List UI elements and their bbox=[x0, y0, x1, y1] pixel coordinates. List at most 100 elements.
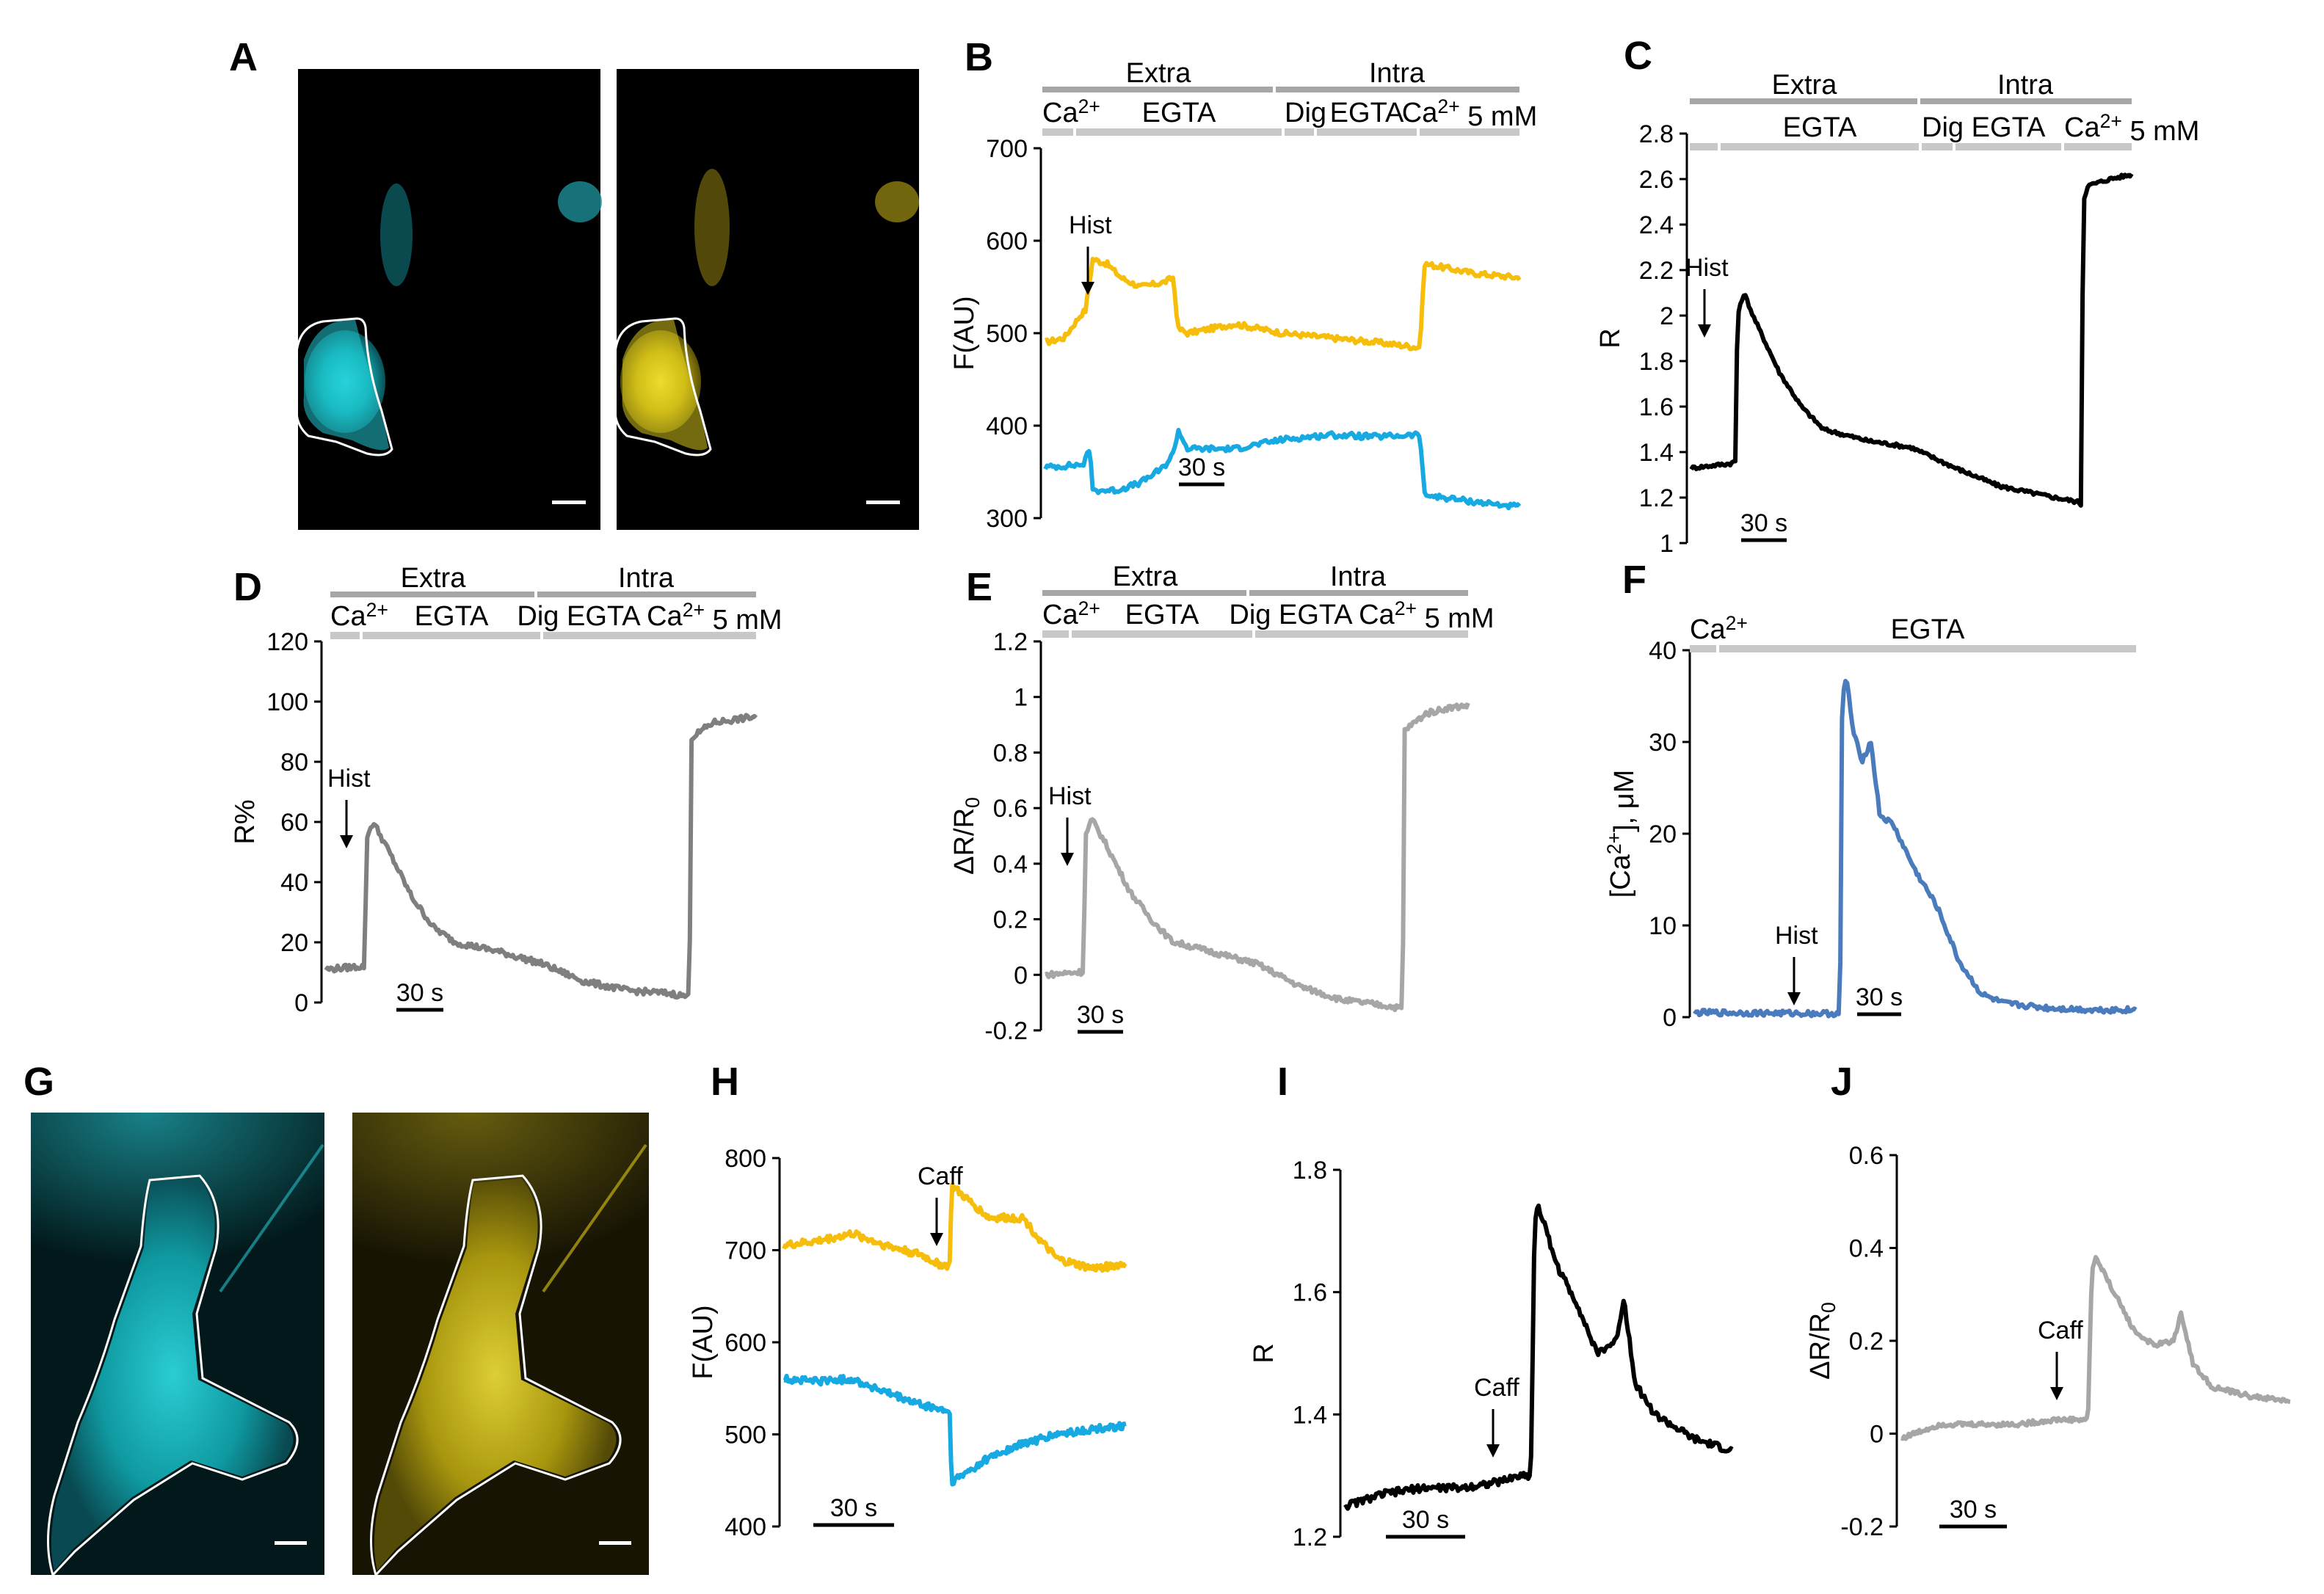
time-scale-label: 30 s bbox=[1077, 1001, 1124, 1029]
time-scale-label: 30 s bbox=[1856, 983, 1903, 1011]
annotation-label: Caff bbox=[1474, 1374, 1519, 1402]
y-tick-label: 300 bbox=[986, 505, 1028, 533]
y-tick-label: 1.2 bbox=[993, 628, 1028, 656]
condition-label: EGTA bbox=[1891, 614, 1965, 645]
y-tick-label: 0.6 bbox=[1849, 1142, 1884, 1170]
condition-label: EGTA bbox=[415, 601, 489, 632]
annotation-label: Caff bbox=[2038, 1317, 2083, 1344]
y-tick-label: 20 bbox=[1649, 820, 1677, 848]
annotation-arrowhead bbox=[340, 835, 353, 848]
time-scale-label: 30 s bbox=[830, 1494, 877, 1522]
y-tick-label: 500 bbox=[725, 1422, 766, 1449]
annotation-arrowhead bbox=[930, 1233, 943, 1246]
y-tick-label: 1 bbox=[1660, 530, 1674, 558]
y-tick-label: 700 bbox=[725, 1237, 766, 1265]
y-tick-label: 800 bbox=[725, 1145, 766, 1173]
y-tick-label: 1.2 bbox=[1639, 484, 1674, 512]
bar-label-extra: Extra bbox=[1772, 70, 1838, 101]
chart-c: 1 1.2 1.4 1.6 1.8 2 2.2 2.4 2.6 2.8 R Extra Intra EGT… bbox=[1595, 70, 2199, 558]
y-tick-label: 2.8 bbox=[1639, 120, 1674, 148]
y-tick-label: 0.4 bbox=[993, 851, 1028, 878]
y-tick-label: 120 bbox=[266, 628, 308, 656]
y-tick-label: 1.4 bbox=[1293, 1401, 1327, 1429]
y-tick-label: 40 bbox=[1649, 637, 1677, 665]
y-tick-label: 0.6 bbox=[993, 795, 1028, 823]
image-a-cyan bbox=[295, 69, 602, 530]
annotation-arrowhead bbox=[1061, 853, 1074, 866]
y-tick-label: 2.2 bbox=[1639, 257, 1674, 285]
condition-label: Dig bbox=[1285, 98, 1326, 128]
condition-label: Dig EGTA Ca2+ 5 mM bbox=[1229, 597, 1494, 634]
bar-label-extra: Extra bbox=[1113, 561, 1179, 592]
y-tick-label: 80 bbox=[280, 749, 308, 776]
y-tick-label: 40 bbox=[280, 869, 308, 897]
panel-label-h: H bbox=[711, 1060, 739, 1104]
chart-d: 0 20 40 60 80 100 120 R% Extra Intra Ca2+ EGTA Dig E… bbox=[230, 563, 782, 1017]
y-tick-label: 1.2 bbox=[1293, 1524, 1327, 1551]
condition-label: Ca2+ 5 mM bbox=[1402, 95, 1537, 132]
condition-label: Ca2+ bbox=[1042, 597, 1100, 630]
condition-label: EGTA bbox=[1142, 98, 1216, 128]
panel-label-i: I bbox=[1277, 1060, 1288, 1104]
y-tick-label: 1.6 bbox=[1639, 393, 1674, 421]
series-line bbox=[1043, 428, 1522, 511]
annotation-label: Hist bbox=[1048, 782, 1092, 810]
annotation-arrowhead bbox=[2050, 1387, 2063, 1400]
y-tick-label: 600 bbox=[725, 1329, 766, 1357]
panel-label-d: D bbox=[233, 565, 262, 609]
chart-h: 400 500 600 700 800 F(AU) Caff 30 s bbox=[688, 1145, 1127, 1541]
series-line bbox=[1689, 172, 2134, 508]
panel-label-a: A bbox=[229, 35, 258, 79]
y-tick-label: 500 bbox=[986, 320, 1028, 348]
panel-label-e: E bbox=[966, 565, 992, 609]
y-tick-label: 10 bbox=[1649, 912, 1677, 940]
y-axis-label: F(AU) bbox=[949, 296, 980, 370]
y-tick-label: 1.6 bbox=[1293, 1279, 1327, 1307]
y-tick-label: 1.4 bbox=[1639, 439, 1674, 467]
chart-i: 1.2 1.4 1.6 1.8 R Caff 30 s bbox=[1249, 1157, 1734, 1551]
y-tick-label: 2 bbox=[1660, 302, 1674, 330]
y-tick-label: 0.2 bbox=[993, 906, 1028, 934]
annotation-arrowhead bbox=[1698, 324, 1711, 338]
bar-label-intra: Intra bbox=[1997, 70, 2054, 101]
condition-label: Ca2+ bbox=[1690, 612, 1748, 645]
annotation-label: Hist bbox=[1069, 211, 1112, 239]
condition-label: EGTA bbox=[1125, 600, 1199, 630]
image-g-yellow bbox=[352, 1113, 649, 1577]
series-line bbox=[1343, 1203, 1734, 1511]
annotation-arrowhead bbox=[1486, 1444, 1500, 1457]
y-axis-label: ΔR/R0 bbox=[1805, 1302, 1840, 1380]
condition-label: EGTA bbox=[1972, 112, 2046, 143]
image-a-yellow bbox=[614, 69, 919, 530]
panel-label-c: C bbox=[1624, 34, 1652, 78]
series-line bbox=[1693, 679, 2138, 1019]
chart-j: -0.2 0 0.2 0.4 0.6 ΔR/R0 Caff 30 s bbox=[1805, 1142, 2291, 1541]
y-tick-label: 600 bbox=[986, 228, 1028, 255]
y-tick-label: -0.2 bbox=[984, 1017, 1028, 1045]
time-scale-label: 30 s bbox=[1402, 1506, 1449, 1534]
condition-label: Ca2+ 5 mM bbox=[2064, 110, 2199, 147]
y-axis-label: [Ca2+], μM bbox=[1603, 770, 1640, 898]
y-tick-label: 1 bbox=[1014, 684, 1028, 712]
annotation-label: Hist bbox=[1685, 254, 1729, 282]
series-line bbox=[1045, 702, 1470, 1013]
condition-label: Ca2+ bbox=[330, 599, 388, 632]
y-tick-label: 2.4 bbox=[1639, 211, 1674, 239]
y-tick-label: 100 bbox=[266, 688, 308, 716]
annotation-arrowhead bbox=[1081, 282, 1094, 295]
y-axis-label: R% bbox=[230, 799, 261, 844]
y-axis-label: R bbox=[1595, 328, 1626, 348]
y-tick-label: 20 bbox=[280, 929, 308, 957]
series-line bbox=[1900, 1255, 2291, 1441]
y-tick-label: 1.8 bbox=[1293, 1157, 1327, 1184]
bar-label-extra: Extra bbox=[1126, 58, 1192, 89]
y-tick-label: 2.6 bbox=[1639, 166, 1674, 194]
y-tick-label: 0 bbox=[1870, 1421, 1884, 1449]
time-scale-label: 30 s bbox=[1740, 509, 1787, 537]
y-tick-label: 0 bbox=[1014, 961, 1028, 989]
y-axis-label: ΔR/R0 bbox=[949, 797, 984, 875]
y-tick-label: 0 bbox=[294, 989, 308, 1017]
time-scale-label: 30 s bbox=[396, 979, 443, 1007]
y-tick-label: 0 bbox=[1663, 1004, 1677, 1032]
